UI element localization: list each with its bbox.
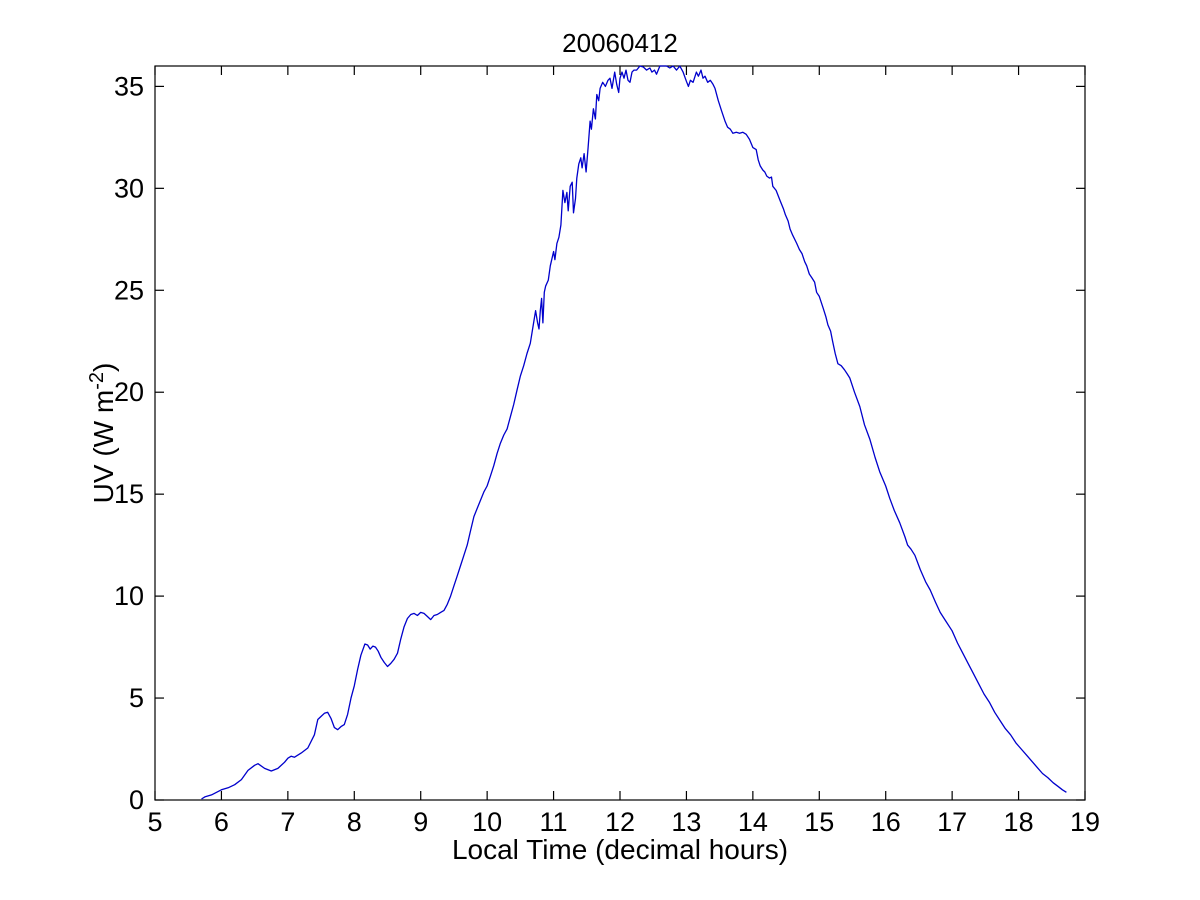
y-axis-label-close: ) [88,362,120,372]
y-axis-label: UV (W m-2) [86,363,120,504]
x-tick-label: 9 [413,807,428,837]
y-tick-label: 0 [129,785,144,815]
axes-box [154,65,1086,801]
y-tick-label: 35 [114,71,144,101]
y-tick-label: 30 [114,173,144,203]
x-tick-label: 18 [1004,807,1034,837]
y-tick-label: 20 [114,377,144,407]
x-tick-label: 14 [738,807,768,837]
x-tick-label: 6 [214,807,229,837]
x-tick-label: 19 [1070,807,1100,837]
y-axis-label-text: UV (W m [88,389,120,504]
y-tick-label: 5 [129,683,144,713]
x-tick-label: 10 [472,807,502,837]
x-tick-label: 7 [280,807,295,837]
y-tick-label: 25 [114,275,144,305]
chart-title: 20060412 [562,28,678,58]
x-tick-label: 8 [347,807,362,837]
x-tick-label: 11 [540,807,568,837]
y-tick-label: 10 [114,581,144,611]
x-tick-label: 15 [804,807,834,837]
x-tick-label: 13 [671,807,701,837]
y-tick-label: 15 [114,479,144,509]
x-tick-label: 16 [871,807,901,837]
x-tick-label: 12 [605,807,635,837]
x-tick-label: 5 [147,807,162,837]
uv-line [201,65,1067,800]
x-tick-label: 17 [937,807,967,837]
x-axis-label: Local Time (decimal hours) [451,834,789,865]
y-axis-label-exponent: -2 [85,372,108,390]
